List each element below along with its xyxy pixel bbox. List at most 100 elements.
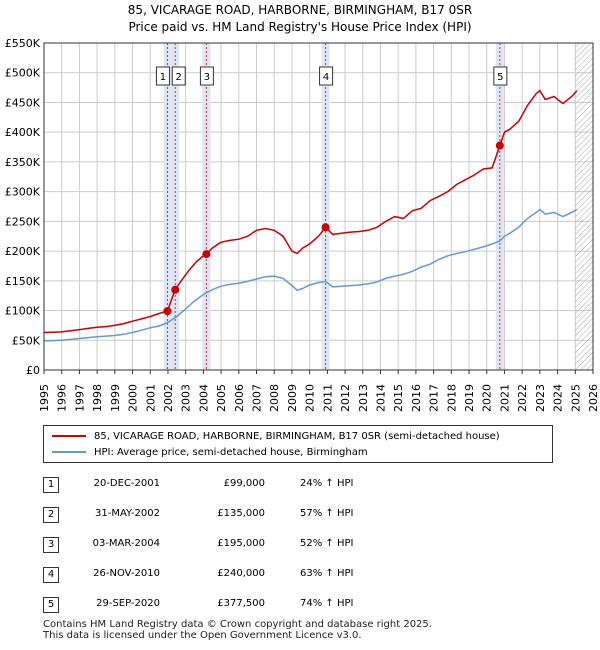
x-tick-label: 1996 [56,384,69,412]
x-tick-label: 2015 [392,384,405,412]
x-tick-label: 2014 [374,384,387,412]
sale-date: 29-SEP-2020 [96,598,160,609]
hpi-line [43,208,578,342]
x-tick-label: 2000 [127,384,140,412]
sale-label-text: 2 [176,72,182,83]
sale-point [321,223,330,232]
x-tick-label: 2004 [197,384,210,412]
sale-number: 1 [43,477,59,493]
sale-date: 03-MAR-2004 [92,538,160,549]
x-tick-label: 2022 [516,384,529,412]
y-tick-label: £350K [5,156,41,169]
sale-label-text: 3 [204,72,210,83]
x-tick-label: 2020 [481,384,494,412]
table-row: 2 31-MAY-2002 £135,000 57% ↑ HPI [0,504,600,524]
sale-point [495,141,504,150]
sale-label-text: 1 [160,72,166,83]
legend-label-price: 85, VICARAGE ROAD, HARBORNE, BIRMINGHAM,… [94,430,500,442]
x-tick-label: 1997 [73,384,86,412]
sale-label-text: 5 [497,72,503,83]
legend-item-hpi: HPI: Average price, semi-detached house,… [52,444,368,460]
table-row: 3 03-MAR-2004 £195,000 52% ↑ HPI [0,534,600,554]
x-tick-label: 2009 [286,384,299,412]
x-tick-label: 2001 [144,384,157,412]
y-tick-label: £300K [5,186,41,199]
x-tick-label: 2026 [587,384,600,412]
sale-date: 20-DEC-2001 [93,478,160,489]
title-line-2: Price paid vs. HM Land Registry's House … [128,20,472,34]
sale-label-text: 4 [323,72,329,83]
y-tick-label: £150K [5,275,41,288]
sale-point [202,250,211,259]
sale-number: 5 [43,597,59,613]
sale-hpi: 74% ↑ HPI [300,598,354,609]
forecast-hatch [575,43,593,370]
legend: 85, VICARAGE ROAD, HARBORNE, BIRMINGHAM,… [43,425,553,463]
legend-swatch-price [52,435,86,437]
x-tick-label: 2005 [215,384,228,412]
x-tick-label: 2011 [321,384,334,412]
y-tick-label: £550K [5,37,41,50]
x-tick-label: 2007 [251,384,264,412]
x-tick-label: 2018 [445,384,458,412]
sale-price: £135,000 [217,508,265,519]
plot-frame [43,42,594,371]
sale-band [202,43,211,370]
sale-date: 31-MAY-2002 [94,508,160,519]
footer: Contains HM Land Registry data © Crown c… [43,619,432,641]
x-tick-label: 2024 [552,384,565,412]
footer-line-1: Contains HM Land Registry data © Crown c… [43,619,432,630]
y-tick-label: £400K [5,126,41,139]
sale-label-box [155,66,170,86]
chart-title: 85, VICARAGE ROAD, HARBORNE, BIRMINGHAM,… [0,2,600,36]
sale-number: 4 [43,567,59,583]
sale-hpi: 57% ↑ HPI [300,508,354,519]
sale-point [171,285,180,294]
sale-number: 3 [43,537,59,553]
sale-label-box [319,66,334,86]
sale-price: £377,500 [217,598,265,609]
x-tick-label: 2012 [339,384,352,412]
x-tick-label: 2003 [180,384,193,412]
y-tick-label: £200K [5,245,41,258]
x-tick-label: 2025 [569,384,582,412]
table-row: 4 26-NOV-2010 £240,000 63% ↑ HPI [0,564,600,584]
y-tick-label: £450K [5,96,41,109]
x-tick-label: 1995 [38,384,51,412]
x-tick-label: 2019 [463,384,476,412]
sale-label-box [171,66,186,86]
x-tick-label: 2016 [410,384,423,412]
y-tick-label: £50K [12,334,41,347]
x-tick-label: 2002 [162,384,175,412]
x-tick-label: 2017 [428,384,441,412]
sale-label-box [199,66,214,86]
sale-band [321,43,330,370]
legend-item-price: 85, VICARAGE ROAD, HARBORNE, BIRMINGHAM,… [52,428,500,444]
sale-hpi: 52% ↑ HPI [300,538,354,549]
y-tick-label: £0 [26,364,40,377]
sale-price: £195,000 [217,538,265,549]
sale-price: £99,000 [223,478,265,489]
sale-hpi: 63% ↑ HPI [300,568,354,579]
table-row: 5 29-SEP-2020 £377,500 74% ↑ HPI [0,594,600,614]
sale-number: 2 [43,507,59,523]
sale-hpi: 24% ↑ HPI [300,478,354,489]
title-line-1: 85, VICARAGE ROAD, HARBORNE, BIRMINGHAM,… [127,3,473,17]
y-tick-label: £250K [5,215,41,228]
footer-line-2: This data is licensed under the Open Gov… [43,630,362,641]
sale-price: £240,000 [217,568,265,579]
x-tick-label: 2010 [304,384,317,412]
sale-point [163,307,172,316]
plot-background [44,43,593,370]
table-row: 1 20-DEC-2001 £99,000 24% ↑ HPI [0,474,600,494]
x-tick-label: 1999 [109,384,122,412]
sale-band [495,43,504,370]
x-tick-label: 1998 [91,384,104,412]
sale-label-box [493,66,508,86]
sale-date: 26-NOV-2010 [93,568,160,579]
x-tick-label: 2006 [233,384,246,412]
x-tick-label: 2023 [534,384,547,412]
x-tick-label: 2021 [498,384,511,412]
x-tick-label: 2008 [268,384,281,412]
